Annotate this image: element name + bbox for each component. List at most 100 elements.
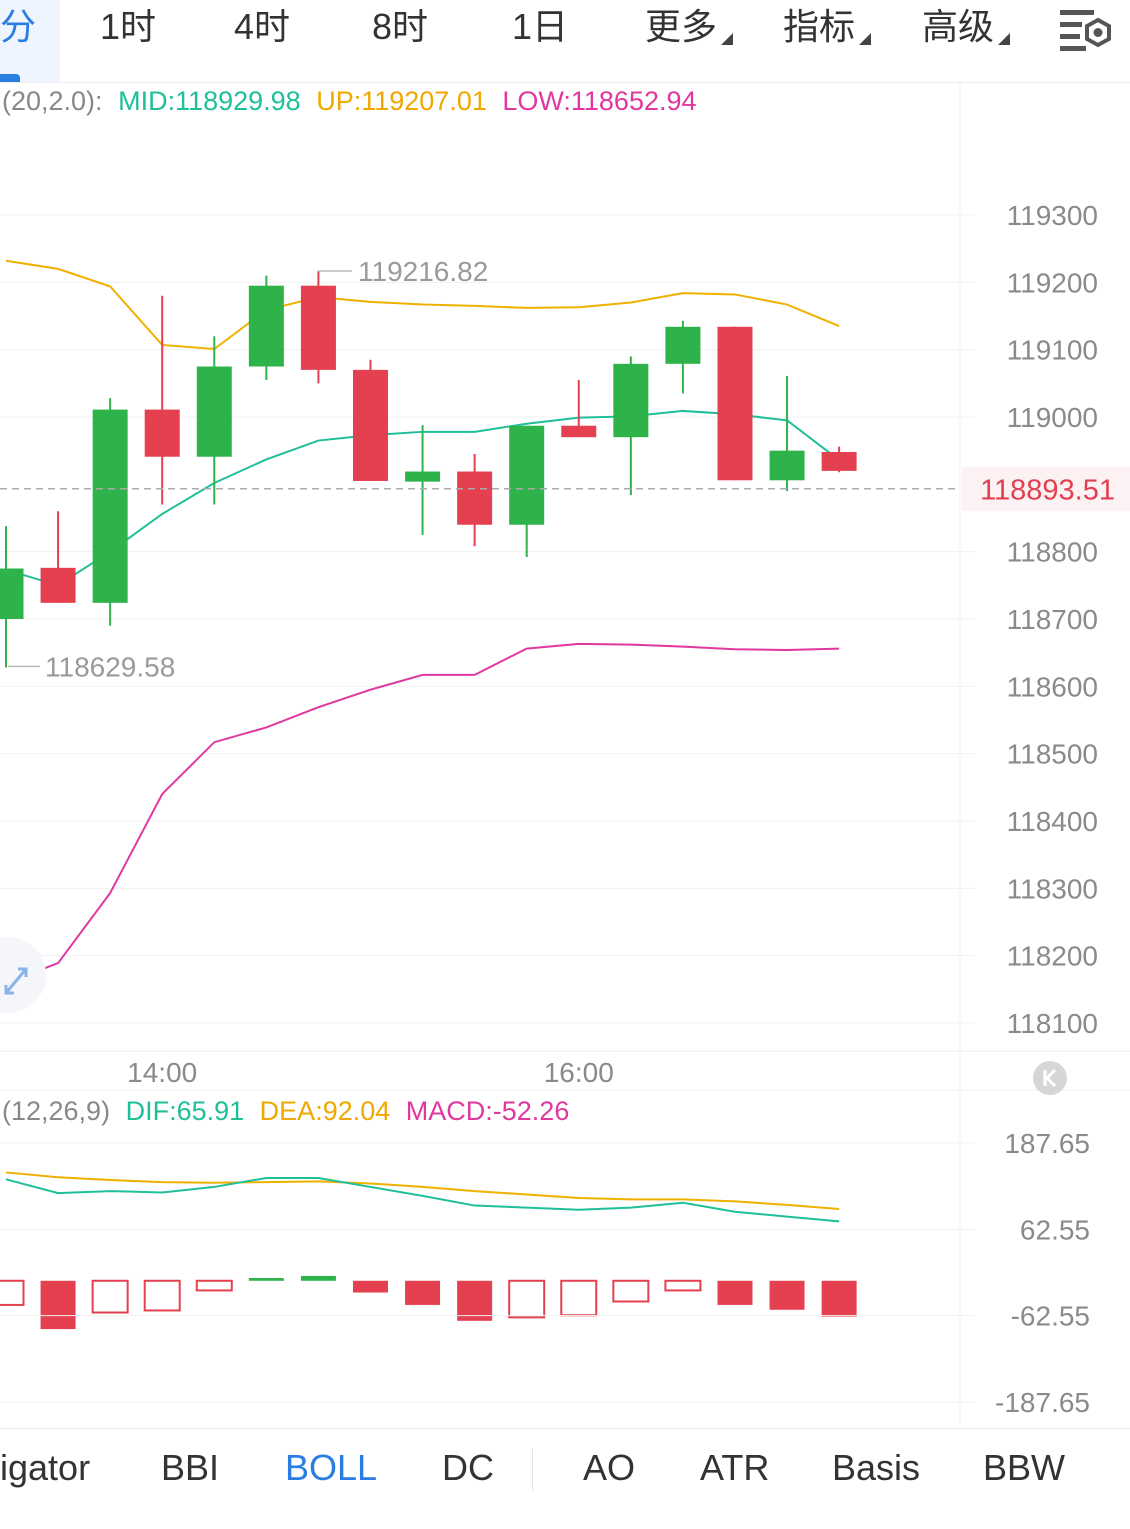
tab-8h[interactable]: 8时 — [372, 0, 428, 82]
candle — [300, 270, 336, 384]
candle — [665, 320, 701, 394]
candle-body — [821, 452, 857, 471]
candle-body — [457, 471, 493, 525]
price-tick-label: 118700 — [1007, 604, 1098, 635]
candle-body — [0, 568, 24, 619]
candle-body — [352, 369, 388, 481]
candle — [92, 398, 128, 626]
price-tick-label: 119100 — [1007, 335, 1098, 366]
boll-low-value: LOW:118652.94 — [502, 86, 696, 116]
price-tick-label: 119300 — [1007, 200, 1098, 231]
macd-tick-label: -187.65 — [995, 1387, 1090, 1418]
tab-indicators[interactable]: 指标 — [783, 0, 872, 82]
indicator-tab-alligator[interactable]: igator — [0, 1447, 91, 1488]
candle-body — [769, 450, 805, 481]
tab-label: 4时 — [234, 6, 291, 47]
macd-dif-line — [5, 1176, 840, 1223]
candle-body — [509, 425, 545, 525]
macd-bar — [508, 1279, 546, 1319]
dropdown-caret-icon — [859, 33, 872, 45]
scroll-to-latest-icon[interactable] — [1032, 1060, 1068, 1096]
candle-body — [144, 409, 180, 457]
active-tab-indicator — [0, 74, 20, 82]
kline-chart[interactable]: 119300 119200 119100 119000 118800 118700 1186… — [0, 82, 1130, 1428]
macd-bar — [612, 1279, 650, 1303]
tab-1d[interactable]: 1日 — [512, 0, 568, 82]
indicator-tab-bbi[interactable]: BBI — [161, 1447, 220, 1488]
macd-bar — [769, 1280, 805, 1310]
tab-label: 更多 — [645, 6, 718, 47]
macd-bar — [457, 1280, 493, 1321]
candlesticks — [0, 270, 857, 668]
tab-advanced[interactable]: 高级 — [922, 0, 1011, 82]
macd-dif-value: DIF:65.91 — [126, 1096, 245, 1126]
price-tick-label: 119200 — [1007, 267, 1098, 298]
macd-bar — [40, 1280, 76, 1330]
boll-low-line — [5, 642, 840, 985]
tab-label: 分 — [0, 6, 37, 47]
tab-label: 1时 — [100, 6, 157, 47]
price-tick-label: 118400 — [1007, 806, 1098, 837]
macd-lines — [5, 1171, 840, 1223]
macd-axis: 187.65 62.55 -62.55 -187.65 — [0, 1128, 1090, 1418]
macd-dea-value: DEA:92.04 — [260, 1096, 391, 1126]
boll-up-line — [5, 259, 840, 351]
timeframe-tabs: 分 1时 4时 8时 1日 更多 指标 高级 — [0, 0, 1130, 83]
macd-bar — [717, 1280, 753, 1305]
dropdown-caret-icon — [721, 33, 734, 45]
indicator-tabs: igator BBI BOLL DC AO ATR Basis BBW — [0, 1428, 1130, 1529]
indicator-tab-basis[interactable]: Basis — [832, 1447, 921, 1488]
candle — [769, 375, 805, 492]
expand-arrows-icon[interactable] — [0, 935, 48, 1015]
macd-bar — [821, 1280, 857, 1317]
dropdown-caret-icon — [998, 33, 1011, 45]
boll-up-value: UP:119207.01 — [316, 86, 487, 116]
tab-label: 8时 — [372, 6, 429, 47]
candle — [144, 295, 180, 505]
indicator-tab-atr[interactable]: ATR — [700, 1447, 770, 1488]
macd-dea-line — [5, 1171, 840, 1211]
price-tick-label: 118300 — [1007, 873, 1098, 904]
time-axis: 14:00 16:00 — [127, 1057, 614, 1088]
tab-label: 1日 — [512, 6, 569, 47]
price-tick-label: 118600 — [1007, 671, 1098, 702]
macd-bar — [0, 1279, 25, 1306]
chart-annotations: 118893.51 119216.82 118629.58 — [0, 256, 1130, 682]
tab-4h[interactable]: 4时 — [234, 0, 290, 82]
candle-body — [717, 326, 753, 481]
macd-tick-label: -62.55 — [1011, 1301, 1090, 1332]
indicator-tab-dc[interactable]: DC — [442, 1447, 494, 1488]
tab-more[interactable]: 更多 — [645, 0, 734, 82]
macd-bar — [91, 1279, 129, 1314]
time-tick-label: 14:00 — [127, 1057, 197, 1088]
tab-1h[interactable]: 1时 — [100, 0, 156, 82]
candle-body — [405, 471, 441, 482]
tab-label: 指标 — [783, 6, 856, 47]
macd-bar — [664, 1279, 702, 1292]
candle-body — [300, 285, 336, 370]
boll-bands — [5, 259, 840, 985]
macd-bar — [143, 1279, 181, 1312]
macd-histogram — [0, 1275, 857, 1330]
tab-divider — [532, 1449, 533, 1491]
indicator-tab-ao[interactable]: AO — [583, 1447, 636, 1488]
chart-settings-icon[interactable] — [1058, 6, 1116, 54]
macd-legend: (12,26,9) DIF:65.91 DEA:92.04 MACD:-52.2… — [2, 1096, 569, 1126]
chart-grid — [0, 82, 1130, 1428]
candle-body — [196, 366, 232, 457]
candle — [613, 356, 649, 496]
price-tick-label: 118800 — [1007, 537, 1098, 568]
price-tick-label: 118200 — [1007, 941, 1098, 972]
price-axis: 119300 119200 119100 119000 118800 118700 1186… — [1007, 200, 1098, 1039]
tab-minute[interactable]: 分 — [0, 0, 60, 82]
indicator-tab-boll[interactable]: BOLL — [285, 1447, 378, 1488]
candle — [405, 425, 441, 535]
boll-legend: (20,2.0): MID:118929.98 UP:119207.01 LOW… — [2, 86, 697, 116]
indicator-tab-bbw[interactable]: BBW — [983, 1447, 1066, 1488]
price-tick-label: 118500 — [1007, 739, 1098, 770]
macd-bar — [560, 1279, 598, 1317]
candle — [561, 379, 597, 438]
candle-body — [613, 363, 649, 438]
candle — [352, 359, 388, 481]
macd-bar — [248, 1278, 284, 1281]
